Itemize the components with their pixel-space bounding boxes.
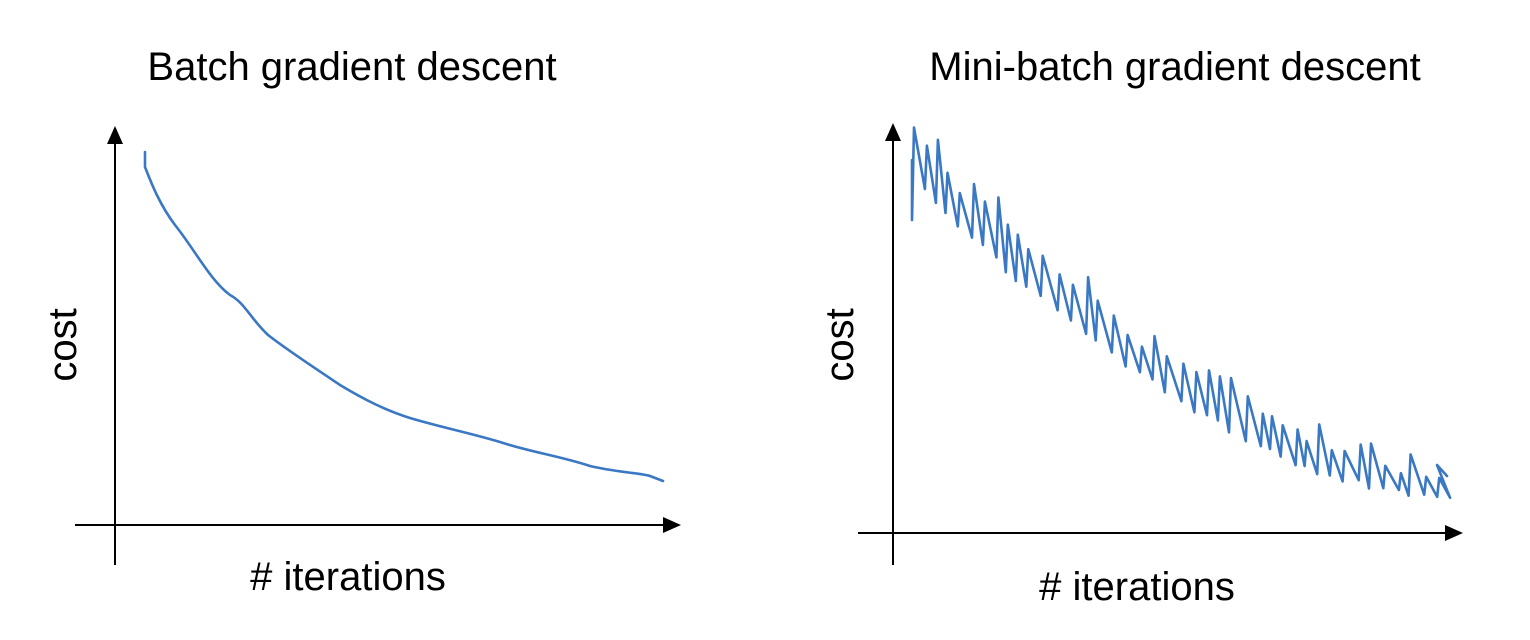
- batch-panel: Batch gradient descent cost # iterations: [41, 45, 681, 599]
- x-axis-arrow: [663, 517, 681, 533]
- x-axis-label: # iterations: [250, 555, 446, 599]
- minibatch-panel: Mini-batch gradient descent cost # itera…: [818, 45, 1463, 609]
- x-axis-arrow: [1445, 525, 1463, 541]
- panel-title: Mini-batch gradient descent: [929, 45, 1420, 89]
- y-axis-label: cost: [818, 308, 862, 381]
- y-axis-label: cost: [41, 308, 85, 381]
- cost-curve: [910, 126, 1452, 500]
- cost-curve: [143, 150, 665, 483]
- x-axis-label: # iterations: [1039, 565, 1235, 609]
- y-axis-arrow: [107, 126, 123, 144]
- y-axis-arrow: [885, 123, 901, 141]
- panel-title: Batch gradient descent: [147, 45, 556, 89]
